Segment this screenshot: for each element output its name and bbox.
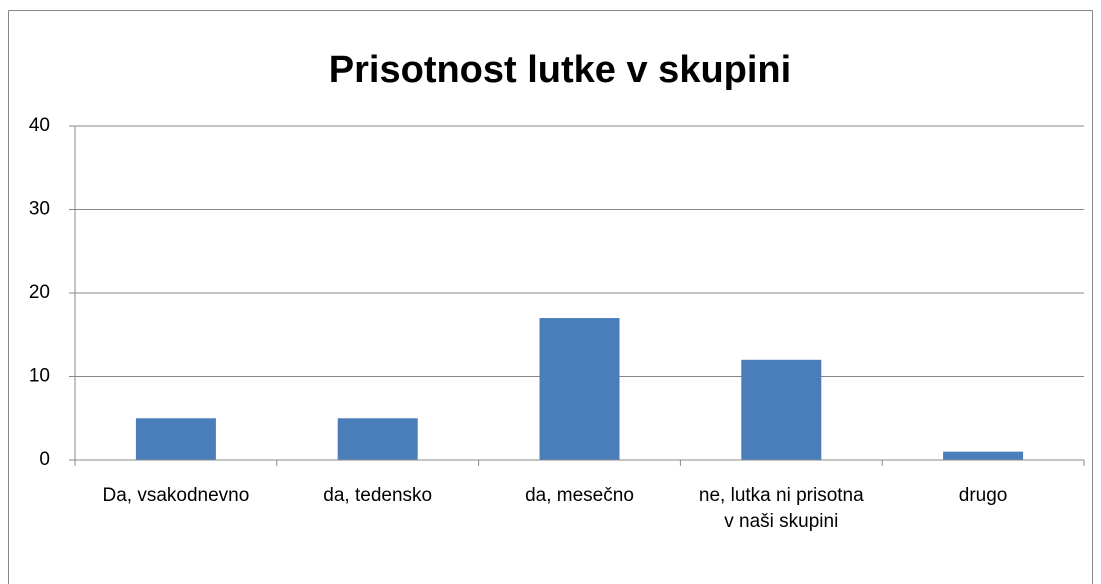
bar [539,318,620,460]
y-tick-label: 20 [29,282,50,303]
y-tick-label: 30 [29,199,50,220]
x-tick-label: ne, lutka ni prisotna v naši skupini [698,485,864,532]
x-tick-label: Da, vsakodnevno [102,485,250,506]
y-tick-label: 40 [29,115,50,136]
bar [741,359,822,460]
y-tick-label: 10 [29,366,50,387]
y-tick-label: 0 [39,449,50,470]
chart-title: Prisotnost lutke v skupini [329,49,791,91]
bar [943,451,1024,460]
x-tick-label: drugo [958,485,1008,506]
x-tick-label: da, mesečno [525,485,634,506]
bar [337,418,418,460]
bar [135,418,216,460]
x-tick-label: da, tedensko [323,485,433,506]
